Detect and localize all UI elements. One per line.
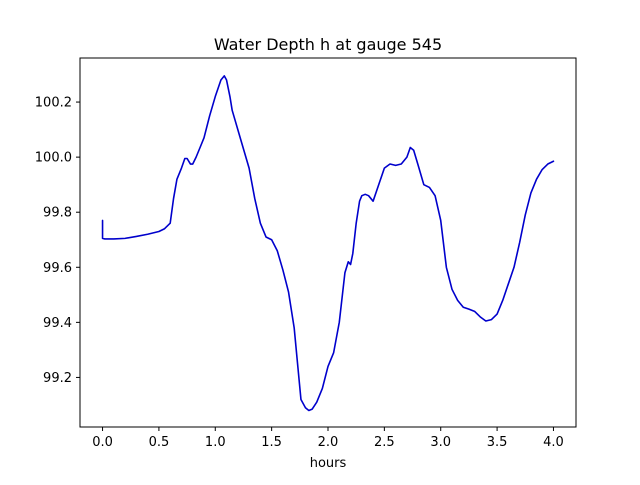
y-axis: 99.2 99.4 99.6 99.8 100.0 100.2: [35, 96, 80, 386]
x-tick-label: 4.0: [543, 435, 564, 450]
x-tick-label: 0.5: [149, 435, 170, 450]
y-tick-label: 99.2: [43, 371, 72, 386]
x-tick-label: 3.0: [430, 435, 451, 450]
x-axis-label: hours: [310, 456, 347, 471]
plot-area: [101, 75, 555, 412]
x-tick-label: 0.0: [92, 435, 113, 450]
chart-title: Water Depth h at gauge 545: [214, 35, 442, 54]
y-tick-label: 100.0: [35, 151, 72, 166]
x-tick-label: 3.5: [487, 435, 508, 450]
y-tick-label: 100.2: [35, 96, 72, 111]
series-line-0: [101, 75, 555, 412]
y-tick-label: 99.8: [43, 206, 72, 221]
x-tick-label: 1.0: [205, 435, 226, 450]
x-tick-label: 2.0: [318, 435, 339, 450]
y-tick-label: 99.6: [43, 261, 72, 276]
x-tick-label: 2.5: [374, 435, 395, 450]
y-tick-label: 99.4: [43, 316, 72, 331]
x-tick-label: 1.5: [261, 435, 282, 450]
x-axis: 0.0 0.5 1.0 1.5 2.0 2.5 3.0 3.5 4.0: [92, 427, 564, 450]
